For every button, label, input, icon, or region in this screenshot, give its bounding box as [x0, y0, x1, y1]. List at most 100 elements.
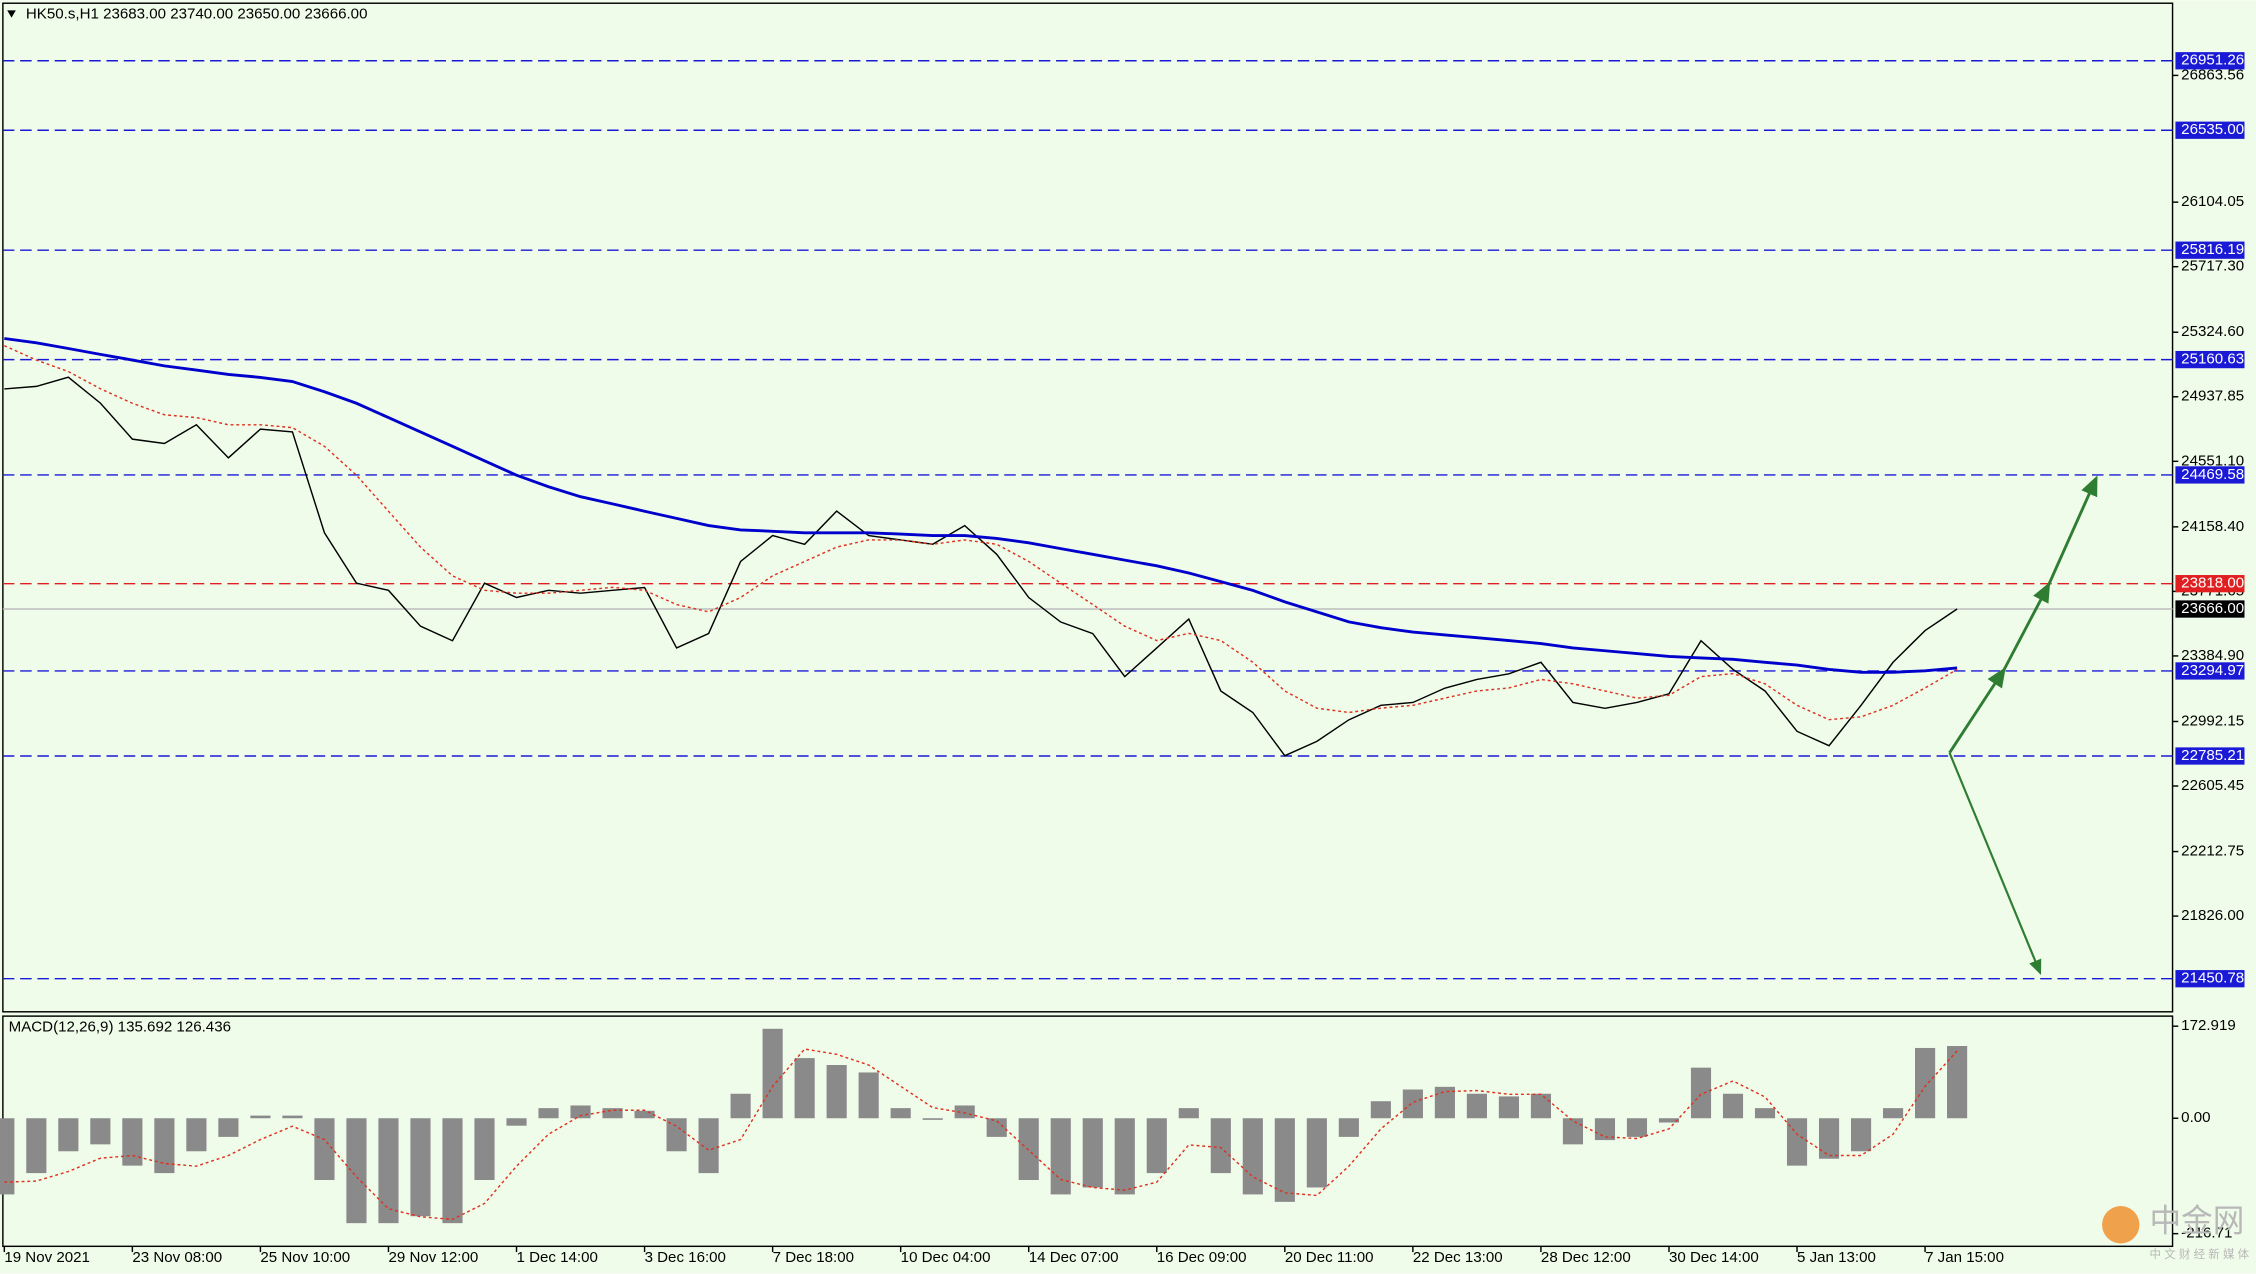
y-tick-label: 25717.30	[2181, 258, 2244, 275]
level-label: 23818.00	[2181, 575, 2244, 592]
level-label-box	[2175, 241, 2245, 259]
macd-bar	[1370, 1101, 1391, 1119]
scenario-arrow	[2047, 475, 2098, 586]
macd-bar	[154, 1118, 175, 1174]
x-tick-label: 7 Dec 18:00	[773, 1249, 854, 1266]
macd-bar	[1882, 1108, 1904, 1119]
macd-bar	[474, 1118, 495, 1181]
macd-bar	[378, 1118, 399, 1224]
macd-bar	[890, 1108, 911, 1119]
macd-bar	[794, 1058, 815, 1119]
x-tick-label: 7 Jan 15:00	[1925, 1249, 2004, 1266]
level-label: 26535.00	[2181, 121, 2244, 138]
y-tick-label: 172.919	[2181, 1017, 2236, 1034]
level-label-box	[2175, 350, 2245, 369]
macd-bar	[634, 1110, 655, 1119]
macd-bar	[698, 1118, 719, 1174]
macd-bar	[90, 1118, 111, 1145]
macd-bar	[1626, 1118, 1648, 1137]
macd-bar	[1915, 1047, 1936, 1119]
y-tick-label: 26104.05	[2181, 193, 2244, 210]
level-label-box	[2175, 52, 2245, 70]
macd-bar	[858, 1072, 879, 1119]
x-tick-label: 22 Dec 13:00	[1413, 1249, 1503, 1266]
macd-bar	[314, 1118, 335, 1181]
macd-bar	[506, 1118, 527, 1126]
price-line	[4, 376, 1958, 757]
x-tick-label: 14 Dec 07:00	[1029, 1249, 1119, 1266]
scenario-arrow	[1948, 752, 2042, 975]
macd-bar	[730, 1093, 751, 1119]
y-tick-label: 26863.56	[2181, 66, 2244, 83]
macd-bar	[410, 1118, 431, 1217]
macd-bar	[1786, 1118, 1808, 1166]
macd-bar	[602, 1108, 623, 1119]
watermark-tagline: 中 文 财 经 新 媒 体	[2150, 1247, 2250, 1261]
level-label-box	[2175, 747, 2245, 765]
scenario-arrow	[1948, 666, 2006, 754]
macd-bar	[282, 1115, 303, 1119]
macd-bar	[1690, 1067, 1712, 1119]
x-tick-label: 3 Dec 16:00	[645, 1249, 726, 1266]
x-tick-label: 5 Jan 13:00	[1797, 1249, 1876, 1266]
y-tick-label: 25324.60	[2181, 323, 2244, 340]
menu-triangle[interactable]	[7, 10, 16, 18]
macd-bar	[250, 1115, 271, 1119]
plot-layer: 26863.56 26104.05 25717.30 25324.60 24937.85…	[0, 52, 2245, 1266]
macd-bar	[922, 1118, 943, 1120]
last-price-box	[2175, 600, 2245, 618]
macd-bar	[1818, 1118, 1840, 1159]
macd-bar	[1402, 1089, 1423, 1119]
macd-bar	[1178, 1108, 1199, 1119]
macd-bar	[1594, 1118, 1616, 1141]
macd-bar	[442, 1118, 463, 1224]
macd-bar	[1498, 1096, 1519, 1119]
macd-bar	[218, 1118, 239, 1137]
macd-bar	[538, 1108, 559, 1119]
moving-average	[4, 345, 1958, 721]
x-tick-label: 25 Nov 10:00	[260, 1249, 350, 1266]
macd-bar	[826, 1065, 847, 1119]
macd-bar	[0, 1118, 15, 1195]
x-tick-label: 16 Dec 09:00	[1157, 1249, 1247, 1266]
level-label-box	[2175, 662, 2245, 680]
y-tick-label: 24551.10	[2181, 452, 2244, 469]
macd-title: MACD(12,26,9) 135.692 126.436	[9, 1019, 231, 1036]
macd-bar	[1466, 1093, 1487, 1119]
macd-bar	[954, 1105, 975, 1119]
macd-bar	[1306, 1118, 1327, 1188]
level-label: 25160.63	[2181, 351, 2244, 368]
x-tick-label: 1 Dec 14:00	[517, 1249, 598, 1266]
macd-bar	[666, 1118, 687, 1152]
macd-bar	[1947, 1045, 1968, 1119]
macd-bar	[26, 1118, 47, 1174]
watermark-logo	[2102, 1206, 2140, 1244]
macd-bar	[1562, 1118, 1584, 1145]
macd-bar	[1530, 1093, 1551, 1119]
moving-average	[4, 337, 1958, 674]
chart-title: HK50.s,H1 23683.00 23740.00 23650.00 236…	[26, 6, 368, 23]
macd-bar	[1210, 1118, 1231, 1174]
level-label-box	[2175, 575, 2245, 593]
macd-bar	[1274, 1118, 1295, 1202]
level-label-box	[2175, 970, 2245, 988]
level-label: 21450.78	[2181, 970, 2244, 987]
x-tick-label: 30 Dec 14:00	[1669, 1249, 1759, 1266]
level-label: 22785.21	[2181, 747, 2244, 764]
y-tick-label: 24158.40	[2181, 518, 2244, 535]
level-label-box	[2175, 121, 2245, 139]
level-label: 26951.26	[2181, 52, 2244, 69]
x-tick-label: 19 Nov 2021	[4, 1249, 90, 1266]
macd-bar	[1146, 1118, 1167, 1174]
macd-bar	[1754, 1108, 1776, 1119]
macd-bar	[1018, 1118, 1039, 1181]
last-price-label: 23666.00	[2181, 600, 2244, 617]
main-panel-border	[2, 2, 2174, 1013]
level-label: 23294.97	[2181, 662, 2244, 679]
x-tick-label: 23 Nov 08:00	[132, 1249, 222, 1266]
level-label-box	[2175, 466, 2245, 484]
watermark: 中金网	[2150, 1203, 2245, 1239]
signal-line	[4, 1048, 1958, 1221]
